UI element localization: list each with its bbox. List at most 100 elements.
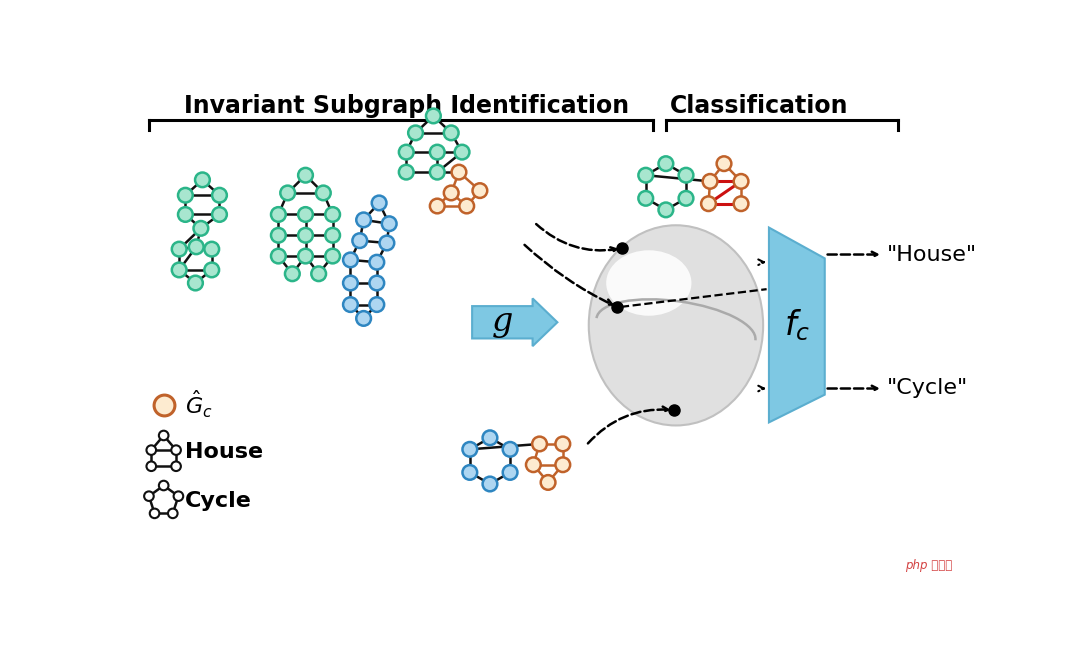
Circle shape [459, 199, 474, 213]
Ellipse shape [596, 232, 761, 422]
Circle shape [298, 228, 313, 243]
Circle shape [193, 221, 208, 236]
Circle shape [311, 266, 326, 281]
Circle shape [430, 164, 445, 180]
Ellipse shape [609, 243, 758, 418]
Circle shape [638, 168, 653, 182]
Circle shape [174, 492, 184, 501]
Circle shape [532, 437, 546, 451]
Polygon shape [769, 228, 825, 422]
Circle shape [733, 196, 748, 211]
Ellipse shape [594, 230, 761, 424]
Circle shape [426, 109, 441, 123]
Circle shape [352, 234, 367, 248]
Circle shape [555, 457, 570, 472]
Circle shape [502, 442, 517, 457]
Circle shape [462, 465, 477, 480]
Ellipse shape [589, 225, 764, 426]
Circle shape [451, 164, 467, 180]
Circle shape [356, 213, 372, 227]
Circle shape [188, 276, 203, 290]
Circle shape [678, 168, 693, 182]
Circle shape [271, 207, 286, 222]
Circle shape [298, 168, 313, 182]
Ellipse shape [598, 234, 760, 422]
Text: $\hat{G}_c$: $\hat{G}_c$ [186, 389, 213, 420]
Circle shape [369, 276, 384, 290]
Circle shape [212, 207, 227, 222]
Text: House: House [186, 442, 264, 463]
Circle shape [356, 311, 372, 326]
FancyArrow shape [472, 299, 557, 346]
Circle shape [172, 242, 187, 257]
Text: "Cycle": "Cycle" [887, 378, 968, 399]
Circle shape [271, 228, 286, 243]
Circle shape [172, 263, 187, 277]
Text: Invariant Subgraph Identification: Invariant Subgraph Identification [184, 94, 629, 118]
Circle shape [325, 207, 340, 222]
Circle shape [444, 186, 459, 200]
Circle shape [733, 174, 748, 189]
Circle shape [555, 437, 570, 451]
Circle shape [159, 481, 168, 490]
Circle shape [430, 199, 445, 213]
Circle shape [372, 195, 387, 211]
Circle shape [526, 457, 541, 472]
Circle shape [204, 263, 219, 277]
Circle shape [399, 145, 414, 159]
Circle shape [430, 145, 445, 159]
Circle shape [462, 442, 477, 457]
Circle shape [343, 276, 357, 290]
Circle shape [455, 145, 470, 159]
Circle shape [369, 297, 384, 312]
Circle shape [382, 216, 396, 231]
Ellipse shape [602, 236, 760, 421]
Text: Cycle: Cycle [186, 491, 253, 511]
Circle shape [678, 191, 693, 206]
Circle shape [316, 186, 330, 200]
Circle shape [701, 196, 716, 211]
Circle shape [703, 174, 717, 189]
Circle shape [473, 184, 487, 198]
Circle shape [659, 157, 673, 171]
Ellipse shape [606, 240, 759, 419]
Circle shape [325, 249, 340, 263]
Circle shape [285, 266, 299, 281]
Text: "House": "House" [887, 245, 977, 265]
Circle shape [483, 430, 497, 445]
Circle shape [483, 476, 497, 492]
Circle shape [204, 242, 219, 257]
Circle shape [147, 461, 157, 471]
Circle shape [659, 203, 673, 217]
Circle shape [178, 207, 192, 222]
Circle shape [325, 228, 340, 243]
Circle shape [144, 492, 153, 501]
Circle shape [408, 126, 423, 140]
Ellipse shape [604, 238, 759, 420]
Circle shape [502, 465, 517, 480]
Circle shape [298, 207, 313, 222]
Circle shape [178, 188, 192, 203]
Circle shape [444, 126, 459, 140]
Circle shape [343, 253, 357, 267]
Circle shape [189, 240, 204, 254]
Circle shape [168, 509, 177, 518]
Circle shape [638, 191, 653, 206]
Circle shape [195, 172, 210, 187]
Text: Classification: Classification [670, 94, 848, 118]
Circle shape [298, 249, 313, 263]
Ellipse shape [606, 250, 691, 316]
Text: g: g [491, 306, 513, 338]
Text: php 中文网: php 中文网 [905, 559, 953, 572]
Circle shape [369, 255, 384, 270]
Circle shape [150, 509, 160, 518]
Text: $f_c$: $f_c$ [784, 307, 810, 343]
Circle shape [147, 445, 157, 455]
Circle shape [343, 297, 357, 312]
Circle shape [541, 475, 555, 490]
Circle shape [172, 445, 180, 455]
Circle shape [281, 186, 295, 200]
Circle shape [271, 249, 286, 263]
Circle shape [379, 236, 394, 250]
Circle shape [159, 431, 168, 440]
